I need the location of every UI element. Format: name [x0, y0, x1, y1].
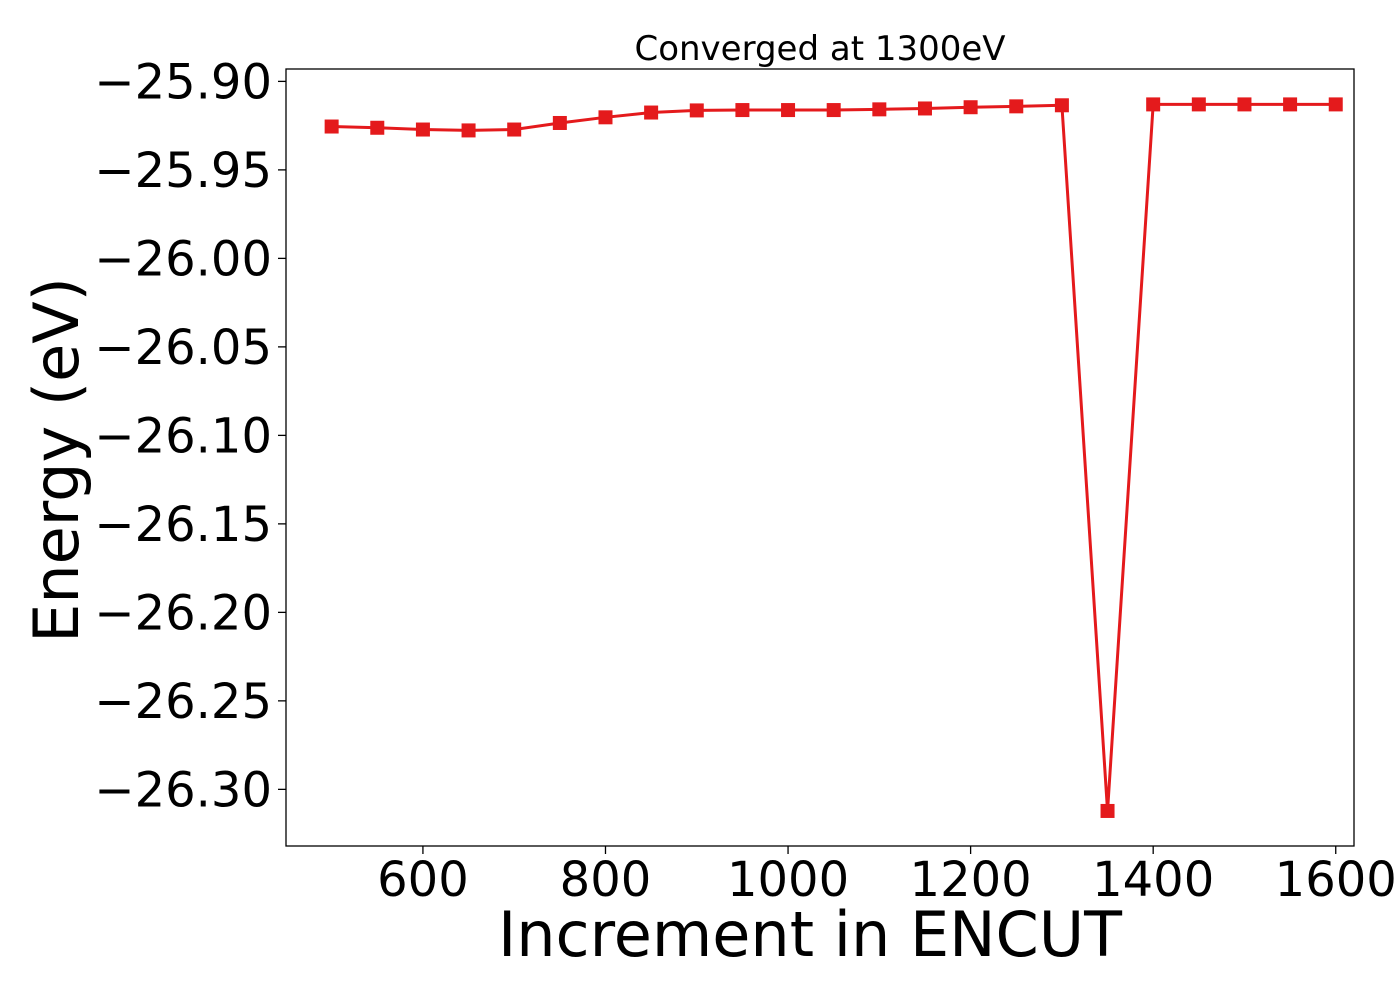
- data-point-marker: [826, 103, 841, 118]
- data-point-marker: [1328, 97, 1343, 112]
- data-point-marker: [1283, 97, 1298, 112]
- y-tick-label: −26.15: [94, 497, 272, 553]
- series-line: [331, 102, 1336, 813]
- data-point-marker: [552, 115, 567, 130]
- data-point-marker: [781, 103, 796, 118]
- y-axis-ticks: −25.90 −25.95 −26.00 −26.05 −26.10 −26.15 −26.…: [94, 54, 286, 818]
- data-point-marker: [644, 105, 659, 120]
- y-tick-label: −26.10: [94, 408, 272, 464]
- data-point-marker: [1146, 97, 1161, 112]
- chart-title: Converged at 1300eV: [634, 29, 1005, 69]
- data-point-marker: [1191, 97, 1206, 112]
- data-point-marker: [507, 122, 522, 137]
- y-tick-label: −26.30: [94, 762, 272, 818]
- data-point-marker: [415, 122, 430, 137]
- y-tick-label: −26.00: [94, 231, 272, 287]
- y-tick-label: −25.90: [94, 54, 272, 110]
- data-point-marker: [872, 102, 887, 117]
- x-tick-label: 1200: [910, 852, 1032, 908]
- x-tick-label: 1600: [1275, 852, 1397, 908]
- data-point-marker: [1100, 803, 1115, 818]
- y-axis-label: Energy (eV): [20, 277, 93, 643]
- x-axis-ticks: 600 800 1000 1200 1400 1600: [377, 846, 1397, 908]
- series-layer: [324, 97, 1343, 818]
- data-point-marker: [370, 120, 385, 135]
- data-point-marker: [1237, 97, 1252, 112]
- y-tick-label: −25.95: [94, 143, 272, 199]
- plot-area-frame: [285, 68, 1355, 847]
- x-axis-label: Increment in ENCUT: [498, 898, 1123, 971]
- data-point-marker: [324, 119, 339, 134]
- y-tick-label: −26.25: [94, 674, 272, 730]
- data-point-marker: [598, 110, 613, 125]
- data-point-marker: [461, 123, 476, 138]
- data-point-marker: [1009, 99, 1024, 114]
- data-point-marker: [1054, 98, 1069, 113]
- y-tick-label: −26.20: [94, 585, 272, 641]
- x-tick-label: 1000: [727, 852, 849, 908]
- data-point-marker: [963, 100, 978, 115]
- data-point-marker: [917, 101, 932, 116]
- x-tick-label: 600: [377, 852, 469, 908]
- x-tick-label: 800: [560, 852, 652, 908]
- y-tick-label: −26.05: [94, 320, 272, 376]
- data-point-marker: [689, 103, 704, 118]
- x-tick-label: 1400: [1092, 852, 1214, 908]
- data-point-marker: [735, 103, 750, 118]
